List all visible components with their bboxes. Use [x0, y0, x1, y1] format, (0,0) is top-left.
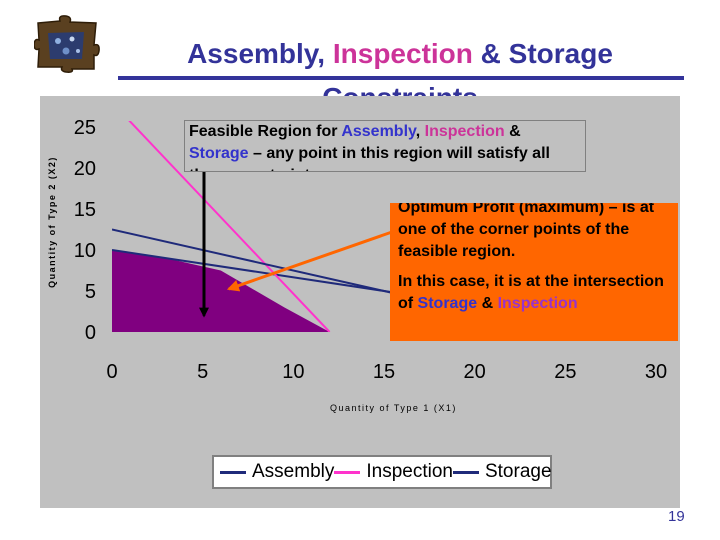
feasible-region [112, 250, 330, 332]
legend-swatch-inspection [334, 470, 361, 474]
x-tick-label: 25 [554, 361, 576, 383]
legend-item-inspection: Inspection [334, 461, 453, 483]
legend-label-inspection: Inspection [366, 461, 453, 482]
y-tick-label: 25 [74, 117, 96, 139]
title-part-inspection: Inspection [332, 38, 473, 69]
series-line-inspection [128, 121, 331, 332]
optimum-point-arrow [226, 230, 393, 292]
legend-swatch-assembly [220, 470, 246, 474]
page-number: 19 [668, 508, 685, 525]
callout-feasible-storage: Storage [189, 145, 249, 162]
jigsaw-logo [33, 15, 100, 73]
legend-label-assembly: Assembly [252, 461, 335, 482]
callout-optimum-storage: Storage [417, 295, 478, 312]
optimum-profit-callout: Optimum Profit (maximum) – is at one of … [390, 203, 678, 341]
legend-swatch-storage [452, 470, 479, 474]
callout-feasible-text-2: – any point in this region will satisfy … [189, 145, 550, 171]
legend-label-storage: Storage [484, 461, 552, 482]
callout-feasible-assembly: Assembly [341, 123, 416, 140]
legend-item-assembly: Assembly [220, 461, 334, 483]
callout-optimum-inspection: Inspection [497, 295, 578, 312]
callout-optimum-and: & [477, 295, 498, 312]
y-tick-label: 15 [74, 199, 96, 221]
y-axis-title: Quantity of Type 2 (X2) [47, 156, 57, 288]
x-tick-label: 20 [464, 361, 486, 383]
y-tick-label: 5 [85, 281, 96, 303]
y-axis-label: Quantity of Type 2 (X2) [40, 142, 62, 302]
title-part-storage: Storage [508, 38, 613, 69]
y-tick-label: 10 [74, 240, 96, 262]
x-tick-label: 0 [106, 361, 117, 383]
title-divider [118, 76, 684, 80]
x-axis-label: Quantity of Type 1 (X1) [330, 403, 457, 413]
callout-feasible-inspection: Inspection [424, 123, 505, 140]
title-part-assembly: Assembly, [187, 38, 333, 69]
y-tick-label: 0 [85, 322, 96, 344]
y-tick-label: 20 [74, 158, 96, 180]
x-tick-label: 30 [645, 361, 667, 383]
x-tick-label: 5 [197, 361, 208, 383]
x-tick-label: 15 [373, 361, 395, 383]
chart-legend: Assembly Inspection Storage [212, 455, 552, 489]
callout-feasible-text-1: Feasible Region for [189, 123, 342, 140]
legend-item-storage: Storage [452, 461, 552, 483]
x-tick-label: 10 [282, 361, 304, 383]
callout-optimum-paragraph-2: In this case, it is at the intersection … [398, 271, 670, 315]
callout-optimum-text-1: Optimum Profit (maximum) – is at one of … [398, 203, 655, 260]
title-part-and: & [472, 38, 509, 69]
callout-feasible-sep-2: & [504, 123, 521, 140]
callout-optimum-text-2: In this case, it is at the intersection … [398, 273, 664, 312]
feasible-region-callout: Feasible Region for Assembly, Inspection… [184, 120, 586, 172]
callout-feasible-sep-1: , [415, 123, 425, 140]
